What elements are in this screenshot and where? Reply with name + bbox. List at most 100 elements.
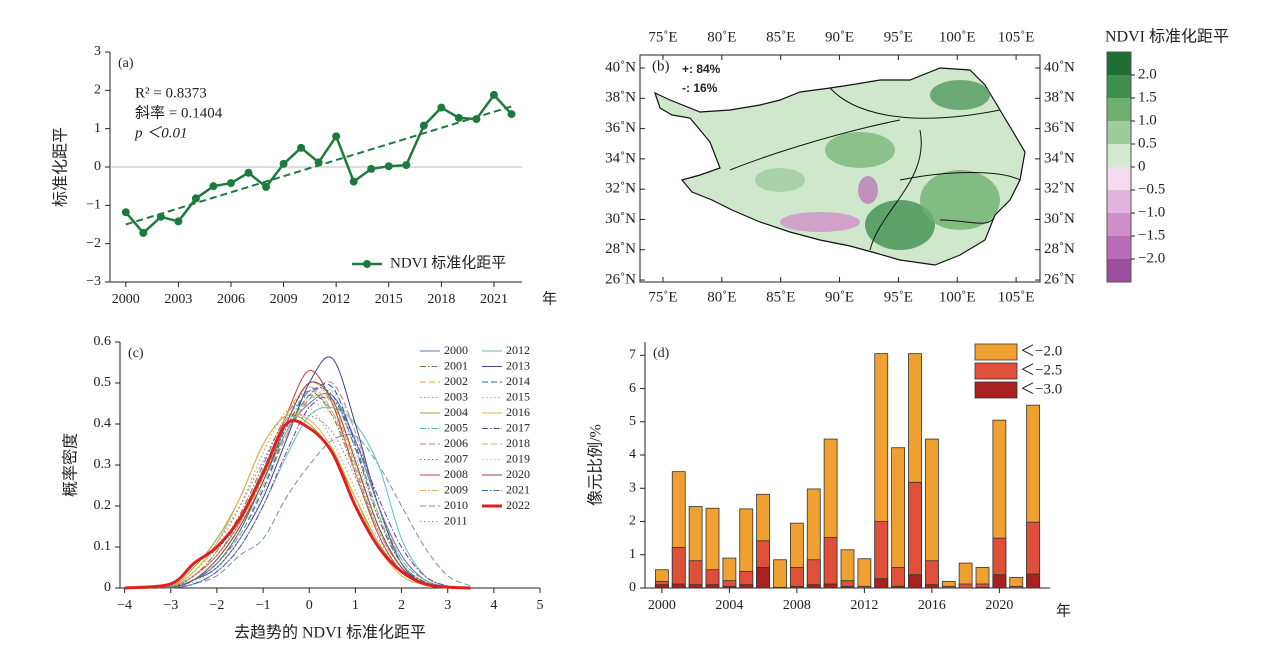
- legend-label: ＜−2.5: [1020, 362, 1062, 378]
- legend-label: 2013: [506, 358, 530, 372]
- colorbar-bin: [1107, 167, 1131, 191]
- x-tick-label: 2008: [783, 598, 811, 613]
- y-tick-label: 7: [629, 348, 636, 363]
- basin-boundary: [729, 87, 1021, 251]
- x-tick-label: 0: [306, 598, 313, 613]
- map-patch: [858, 176, 878, 204]
- y-tick-label: 0.6: [94, 334, 112, 349]
- bar: [688, 584, 703, 589]
- data-point: [472, 115, 481, 124]
- bar: [773, 559, 787, 589]
- lat-label: 36˚N: [1044, 120, 1075, 136]
- x-tick-label: 2004: [715, 598, 743, 613]
- data-point: [367, 164, 376, 173]
- data-point: [121, 208, 130, 217]
- map-patch: [930, 80, 990, 110]
- data-point: [489, 90, 498, 99]
- legend-label: 2001: [444, 358, 468, 372]
- y-tick-label: −2: [86, 236, 101, 251]
- bar: [789, 566, 804, 589]
- legend-label: 2004: [444, 405, 468, 419]
- legend-label: 2014: [506, 374, 530, 388]
- colorbar-bin: [1107, 75, 1131, 99]
- density-curve: [124, 434, 471, 589]
- x-tick-label: 2000: [112, 292, 140, 307]
- x-tick-label: −3: [163, 598, 178, 613]
- y-axis-label: 像元比例/%: [587, 424, 605, 506]
- y-tick-label: 0.4: [94, 416, 112, 431]
- legend-swatch: [974, 362, 1018, 380]
- lat-label: 38˚N: [605, 90, 636, 106]
- data-point: [226, 179, 235, 188]
- y-tick-label: 5: [629, 414, 636, 429]
- panel-label: (a): [118, 56, 134, 71]
- map-patch: [780, 212, 860, 232]
- density-curve: [124, 396, 471, 589]
- x-tick-label: 4: [490, 598, 497, 613]
- density-curve: [124, 414, 471, 589]
- bar: [857, 585, 872, 589]
- lat-label: 26˚N: [605, 271, 636, 287]
- bar: [908, 481, 922, 589]
- x-tick-label: 2015: [375, 292, 403, 307]
- density-curve: [124, 370, 471, 589]
- lat-label: 34˚N: [605, 150, 636, 166]
- bar: [908, 574, 922, 589]
- colorbar-label: 1.0: [1138, 112, 1157, 128]
- density-curve: [124, 387, 471, 589]
- y-axis-label: 标准化距平: [52, 127, 70, 207]
- data-point: [191, 194, 200, 203]
- x-tick-label: 2020: [985, 598, 1013, 613]
- y-tick-label: 0.3: [94, 457, 112, 472]
- density-curve: [124, 413, 471, 589]
- colorbar-label: −1.0: [1138, 204, 1165, 220]
- colorbar-bin: [1107, 213, 1131, 237]
- colorbar-bin: [1107, 190, 1131, 214]
- y-tick-label: 2: [94, 83, 101, 98]
- lat-label: 38˚N: [1044, 90, 1075, 106]
- legend-label: 2022: [506, 498, 530, 512]
- bar: [924, 584, 939, 589]
- legend-label: 2005: [444, 420, 468, 434]
- map-annotation: +: 84%: [682, 62, 721, 76]
- bar: [891, 585, 906, 589]
- bar: [773, 586, 787, 589]
- legend-swatch: [974, 381, 1018, 399]
- y-tick-label: 3: [629, 480, 636, 495]
- colorbar-title: NDVI 标准化距平: [1105, 28, 1229, 46]
- annotation: p ＜0.01: [134, 125, 188, 141]
- lon-label: 95˚E: [884, 29, 913, 45]
- lon-label: 85˚E: [766, 289, 795, 305]
- lon-label: 75˚E: [648, 289, 677, 305]
- bar: [857, 558, 872, 589]
- y-tick-label: −1: [86, 198, 101, 213]
- density-curve: [124, 393, 471, 589]
- y-tick-label: 0.2: [94, 498, 112, 513]
- colorbar-label: 0.5: [1138, 135, 1157, 151]
- panel-label: (c): [128, 346, 144, 361]
- lon-label: 80˚E: [707, 289, 736, 305]
- colorbar-label: 2.0: [1138, 66, 1157, 82]
- lat-label: 32˚N: [605, 181, 636, 197]
- bar: [789, 585, 804, 589]
- y-tick-label: 0.5: [94, 375, 112, 390]
- map-patch: [920, 170, 1000, 230]
- legend-label: 2010: [444, 498, 468, 512]
- density-curve: [124, 404, 471, 589]
- bar: [941, 585, 956, 589]
- lat-label: 26˚N: [1044, 271, 1075, 287]
- bar: [705, 584, 720, 589]
- bar: [688, 560, 703, 589]
- colorbar-label: 0: [1138, 158, 1146, 174]
- x-tick-label: 2021: [480, 292, 508, 307]
- y-tick-label: 1: [629, 547, 636, 562]
- x-axis-label: 年: [542, 290, 557, 307]
- map-base: [653, 67, 1026, 266]
- bar: [806, 559, 821, 589]
- bar: [958, 583, 973, 589]
- x-tick-label: −4: [117, 598, 132, 613]
- y-tick-label: 0: [104, 580, 111, 595]
- x-tick-label: 2012: [322, 292, 350, 307]
- bar: [975, 586, 990, 589]
- map-patch: [865, 200, 935, 250]
